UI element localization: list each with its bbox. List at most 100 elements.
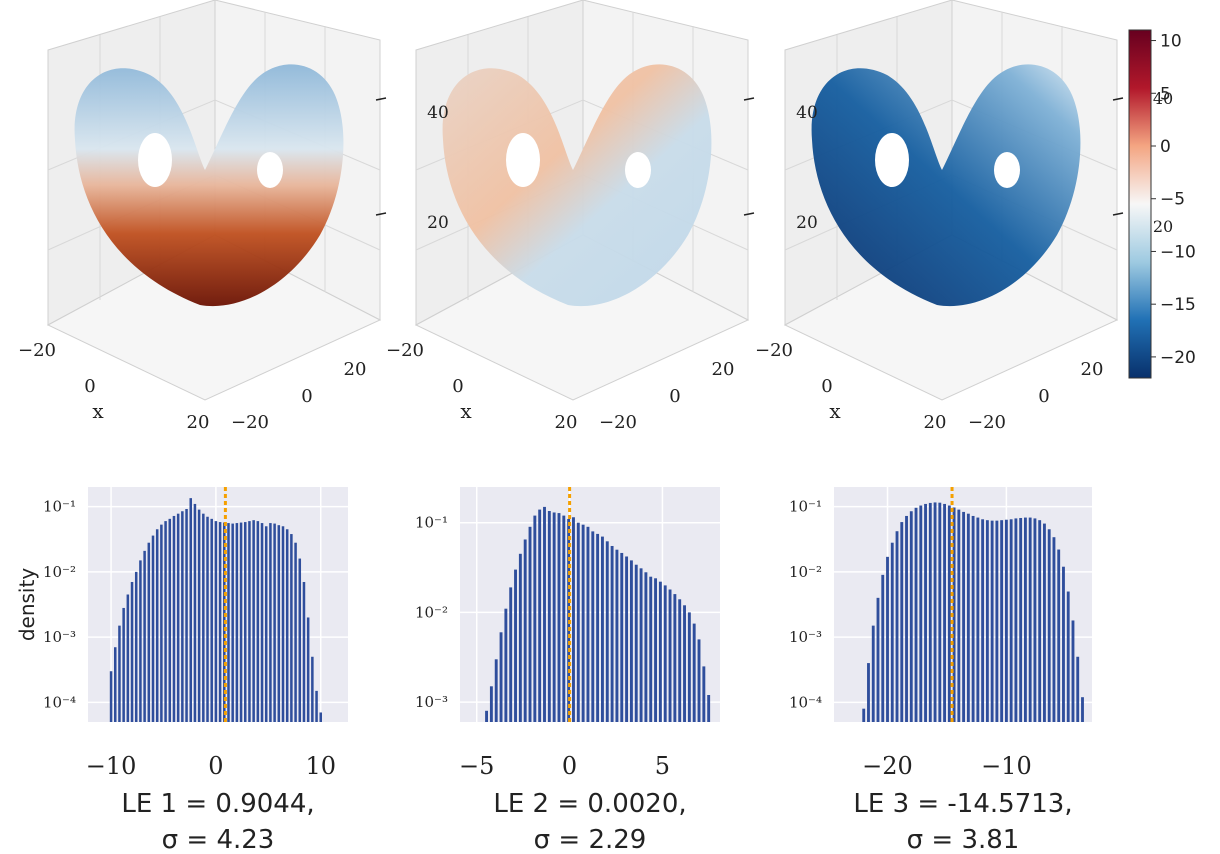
- histogram-bar: [625, 556, 629, 722]
- histogram-bar: [663, 585, 667, 722]
- histogram-bar: [658, 581, 662, 722]
- histogram-bar: [214, 521, 218, 722]
- histogram-bar: [290, 534, 293, 722]
- y-tick-label: 10⁻²: [415, 603, 448, 621]
- histogram-bar: [118, 625, 121, 722]
- histogram-bar: [252, 520, 255, 722]
- z-tick-label: 20: [427, 213, 449, 233]
- y-tick-label: 10⁻³: [415, 693, 448, 711]
- x-tick-label: 5: [655, 752, 670, 780]
- histogram-bar: [176, 513, 180, 722]
- z-axis-tick: [375, 97, 387, 101]
- histogram-bar: [126, 594, 130, 722]
- plot-area: [460, 487, 720, 722]
- histogram-bar: [971, 515, 975, 722]
- histogram-bar: [547, 511, 551, 722]
- histogram-bar: [586, 526, 590, 722]
- y-tick-label: 10⁻¹: [789, 498, 822, 516]
- histogram-bar: [947, 505, 951, 722]
- y-tick-label: −20: [231, 412, 269, 433]
- histogram-bar: [514, 569, 517, 722]
- attractor-hole-left: [506, 133, 540, 187]
- y-tick-label: 10⁻⁴: [789, 693, 822, 711]
- colorbar-tick-label: −15: [1160, 295, 1196, 315]
- y-tick-label: 0: [1038, 386, 1049, 407]
- histogram-bar: [707, 694, 711, 722]
- y-tick-label: 10⁻¹: [43, 498, 76, 516]
- histogram-bar: [538, 509, 542, 722]
- histogram-bar: [239, 522, 243, 722]
- x-tick-label: −10: [981, 752, 1032, 780]
- colorbar-tick-label: −5: [1160, 190, 1185, 210]
- histogram-bar: [995, 520, 999, 722]
- y-tick-label: 10⁻¹: [415, 514, 448, 532]
- z-axis-tick: [743, 212, 755, 216]
- histogram-bar: [277, 525, 281, 722]
- histogram-bar: [928, 502, 932, 722]
- histogram-bar: [687, 612, 691, 722]
- histogram-bar: [139, 560, 142, 722]
- y-tick-label: −20: [599, 412, 637, 433]
- x-tick-label: 10: [305, 752, 336, 780]
- histogram-bar: [485, 710, 489, 722]
- histogram-bar: [1052, 537, 1056, 722]
- x-tick-label: 20: [555, 412, 578, 433]
- colorbar-tick-label: −10: [1160, 242, 1196, 262]
- histogram-bar: [109, 671, 113, 722]
- scatter-panel-2: 20 40 −20 0 20 x −20 0 20: [386, 0, 755, 433]
- histogram-bar: [134, 571, 138, 722]
- histogram-panel-1: 10⁻¹ 10⁻² 10⁻³ 10⁻⁴ −10 0 10 density LE 1 = 0.90…: [15, 487, 348, 854]
- histogram-bar: [256, 521, 260, 722]
- y-tick-label: 10⁻²: [789, 563, 822, 581]
- histogram-bar: [644, 572, 648, 722]
- z-tick-label: 40: [1153, 89, 1173, 108]
- histogram-bar: [1066, 591, 1070, 722]
- histogram-bar: [160, 524, 163, 722]
- x-axis-label: x: [829, 399, 841, 423]
- histogram-bar: [130, 581, 134, 722]
- histogram-bar: [1023, 517, 1027, 722]
- histogram-bar: [302, 581, 306, 722]
- z-axis-tick: [1112, 97, 1124, 101]
- x-tick-label: 20: [924, 412, 947, 433]
- histogram-bar: [654, 578, 658, 722]
- histogram-bar: [871, 625, 875, 722]
- attractor-hole-right: [994, 152, 1020, 188]
- histogram-bar: [168, 518, 172, 722]
- histogram-bar: [518, 553, 522, 722]
- histogram-bar: [143, 550, 146, 722]
- attractor-hole-left: [138, 133, 172, 187]
- histogram-bar: [273, 523, 276, 722]
- histogram-bar: [285, 529, 289, 722]
- histogram-bar: [1057, 549, 1061, 722]
- histogram-bar: [914, 507, 918, 722]
- x-tick-label: 0: [562, 752, 577, 780]
- histogram-bar: [557, 513, 561, 722]
- histogram-bar: [499, 632, 503, 722]
- histogram-bar: [1009, 519, 1013, 722]
- z-axis-tick: [1112, 212, 1124, 216]
- x-tick-label: −20: [862, 752, 913, 780]
- histogram-bar: [227, 523, 230, 722]
- scatter-panel-1: −20 0 20 x −20 0 20: [18, 0, 387, 433]
- histogram-bar: [1000, 520, 1004, 722]
- histogram-bar: [886, 556, 889, 722]
- attractor-hole-right: [257, 152, 283, 188]
- histogram-bar: [543, 506, 546, 722]
- histogram-bar: [509, 587, 513, 722]
- histogram-bar: [147, 542, 151, 722]
- histogram-bar: [235, 523, 239, 722]
- histogram-bar: [933, 502, 937, 722]
- histogram-bar: [1076, 656, 1080, 722]
- y-tick-label: −20: [968, 412, 1006, 433]
- y-tick-label: 0: [301, 386, 312, 407]
- histogram-panel-3: 10⁻¹ 10⁻² 10⁻³ 10⁻⁴ −20 −10 LE 3 = -14.5713, σ …: [789, 487, 1092, 854]
- y-tick-label: 20: [1081, 359, 1104, 380]
- histogram-bar: [957, 509, 961, 722]
- colorbar-tick-label: 0: [1160, 137, 1171, 157]
- z-axis-tick: [375, 212, 387, 216]
- histogram-bar: [620, 552, 624, 722]
- histogram-bar: [315, 690, 318, 722]
- histogram-bar: [876, 597, 880, 722]
- histogram-bar: [981, 519, 985, 722]
